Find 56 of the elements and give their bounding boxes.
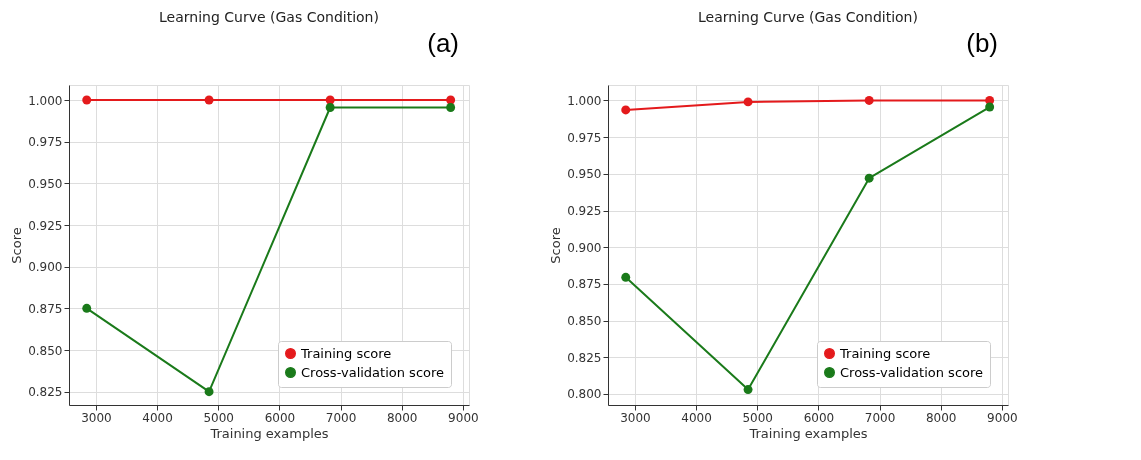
- point: [325, 103, 335, 112]
- point: [621, 272, 631, 282]
- y-tick-label: 0.875: [567, 277, 602, 292]
- x-tick-label: 6000: [803, 410, 835, 425]
- x-tick-label: 5000: [742, 410, 774, 425]
- x-tick-label: 9000: [448, 410, 479, 425]
- x-tick-label: 7000: [864, 410, 896, 425]
- y-tick-label: 0.950: [28, 176, 63, 191]
- y-axis-title: Score: [9, 227, 25, 264]
- y-tick-label: 0.800: [567, 387, 602, 402]
- x-tick-label: 7000: [325, 410, 357, 425]
- point: [985, 102, 995, 112]
- y-tick-label: 0.900: [567, 240, 602, 255]
- point: [82, 95, 92, 105]
- y-tick-label: 0.850: [567, 314, 602, 329]
- y-tick-label: 0.925: [28, 218, 63, 233]
- x-tick-label: 6000: [264, 410, 296, 425]
- y-tick-label: 1.000: [567, 93, 602, 108]
- chart-title: Learning Curve (Gas Condition): [159, 9, 379, 25]
- point: [743, 97, 753, 107]
- point: [446, 103, 456, 112]
- x-tick-label: 3000: [620, 410, 651, 425]
- x-tick-label: 4000: [681, 410, 712, 425]
- point: [864, 95, 874, 105]
- x-tick-label: 8000: [925, 410, 957, 425]
- text: (a): [427, 28, 459, 58]
- y-tick-label: 0.975: [567, 130, 602, 145]
- y-tick-label: 0.825: [567, 350, 602, 365]
- legend-label: Cross-validation score: [840, 364, 984, 380]
- y-tick-label: 0.850: [28, 343, 63, 358]
- point: [204, 95, 214, 105]
- point: [864, 173, 874, 183]
- point: [743, 385, 753, 395]
- y-tick-label: 0.925: [567, 204, 602, 218]
- x-axis-title: Training examples: [748, 425, 868, 441]
- x-tick-label: 4000: [142, 410, 173, 425]
- legend-label: Cross-validation score: [301, 364, 445, 380]
- x-tick-label: 3000: [81, 410, 112, 425]
- text: (b): [966, 28, 998, 58]
- x-tick-label: 5000: [203, 410, 235, 425]
- legend-label: Training score: [839, 345, 931, 361]
- x-tick-label: 8000: [386, 410, 418, 425]
- point: [204, 387, 214, 397]
- y-tick-label: 0.975: [28, 135, 63, 150]
- point: [82, 303, 92, 313]
- point: [621, 105, 631, 115]
- y-tick-label: 0.950: [567, 167, 602, 182]
- x-axis-title: Training examples: [209, 425, 329, 441]
- y-tick-label: 0.875: [28, 301, 63, 316]
- chart-title: Learning Curve (Gas Condition): [698, 9, 918, 25]
- x-tick-label: 9000: [987, 410, 1018, 425]
- y-tick-label: 1.000: [28, 93, 63, 108]
- y-tick-label: 0.825: [28, 385, 63, 400]
- y-axis-title: Score: [548, 227, 564, 264]
- y-tick-label: 0.900: [28, 260, 63, 275]
- legend-label: Training score: [300, 345, 392, 361]
